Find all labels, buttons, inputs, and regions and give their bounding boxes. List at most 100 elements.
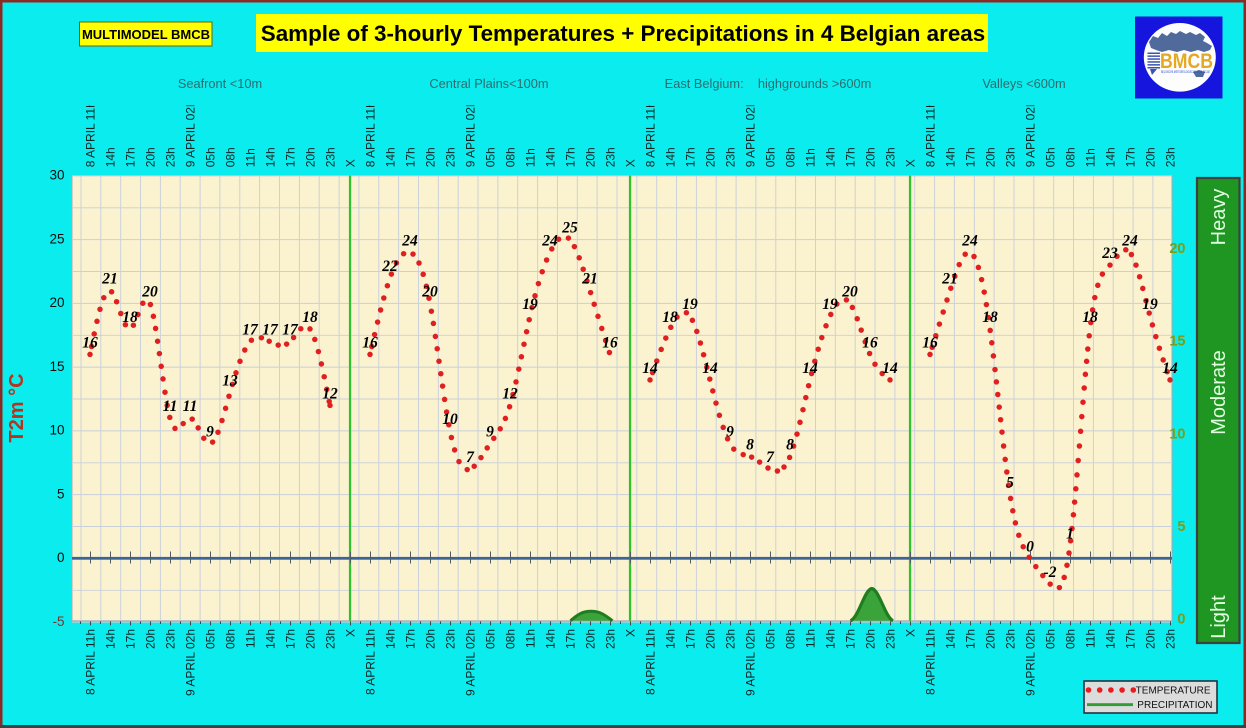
svg-text:20h: 20h <box>143 629 157 649</box>
svg-text:23h: 23h <box>163 629 177 649</box>
svg-text:0: 0 <box>57 550 65 565</box>
svg-text:21: 21 <box>941 271 958 288</box>
svg-text:20h: 20h <box>1143 147 1157 167</box>
svg-text:14h: 14h <box>823 629 837 649</box>
svg-text:Central Plains<100m: Central Plains<100m <box>429 76 548 91</box>
svg-text:14h: 14h <box>383 629 397 649</box>
svg-text:23h: 23h <box>163 147 177 167</box>
svg-text:X: X <box>623 629 637 637</box>
svg-text:14: 14 <box>802 360 818 377</box>
svg-text:23h: 23h <box>1003 147 1017 167</box>
svg-text:05h: 05h <box>1043 147 1057 167</box>
svg-text:8 APRIL 11h: 8 APRIL 11h <box>83 629 97 695</box>
svg-text:05h: 05h <box>763 147 777 167</box>
svg-text:20: 20 <box>841 283 858 300</box>
svg-text:11h: 11h <box>1083 629 1097 648</box>
svg-text:15: 15 <box>49 359 64 374</box>
svg-text:17h: 17h <box>123 147 137 167</box>
svg-text:14h: 14h <box>943 147 957 167</box>
svg-text:18: 18 <box>982 309 998 326</box>
svg-text:X: X <box>343 159 357 167</box>
svg-text:17h: 17h <box>403 629 417 649</box>
svg-text:25: 25 <box>49 231 64 246</box>
svg-text:24: 24 <box>1121 232 1138 249</box>
svg-text:Seafront <10m: Seafront <10m <box>178 76 262 91</box>
svg-text:08h: 08h <box>503 147 517 167</box>
svg-text:MULTIMODEL BMCB: MULTIMODEL BMCB <box>82 27 210 42</box>
svg-text:25: 25 <box>561 220 578 237</box>
svg-text:23h: 23h <box>323 629 337 649</box>
svg-text:11h: 11h <box>803 629 817 648</box>
svg-text:14h: 14h <box>383 147 397 167</box>
svg-text:08h: 08h <box>223 629 237 649</box>
svg-text:17h: 17h <box>283 629 297 649</box>
svg-text:05h: 05h <box>1043 629 1057 649</box>
svg-text:20h: 20h <box>983 629 997 649</box>
svg-text:18: 18 <box>302 309 318 326</box>
svg-text:11h: 11h <box>523 629 537 648</box>
svg-text:PRECIPITATION: PRECIPITATION <box>1137 700 1212 711</box>
svg-text:9: 9 <box>206 424 214 441</box>
svg-text:5: 5 <box>1006 475 1014 492</box>
svg-text:16: 16 <box>922 334 938 351</box>
svg-text:X: X <box>343 629 357 637</box>
svg-text:1: 1 <box>1066 526 1074 543</box>
svg-text:17h: 17h <box>843 147 857 167</box>
svg-text:11h: 11h <box>1083 148 1097 167</box>
svg-text:17h: 17h <box>283 147 297 167</box>
svg-text:18: 18 <box>662 309 678 326</box>
svg-text:20h: 20h <box>983 147 997 167</box>
svg-text:16: 16 <box>862 334 878 351</box>
svg-text:20h: 20h <box>863 147 877 167</box>
svg-text:17h: 17h <box>963 147 977 167</box>
svg-text:18: 18 <box>1082 309 1098 326</box>
svg-text:14h: 14h <box>943 629 957 649</box>
svg-text:24: 24 <box>401 232 418 249</box>
svg-text:10: 10 <box>442 411 458 428</box>
svg-text:23h: 23h <box>723 147 737 167</box>
svg-text:05h: 05h <box>763 629 777 649</box>
svg-text:23h: 23h <box>443 629 457 649</box>
svg-text:20h: 20h <box>303 629 317 649</box>
svg-text:17h: 17h <box>403 147 417 167</box>
svg-text:0: 0 <box>1026 538 1034 555</box>
svg-text:20: 20 <box>49 295 64 310</box>
svg-text:11h: 11h <box>803 148 817 167</box>
svg-text:14h: 14h <box>543 629 557 649</box>
svg-text:20h: 20h <box>583 629 597 649</box>
svg-text:16: 16 <box>82 334 98 351</box>
svg-text:23h: 23h <box>323 147 337 167</box>
svg-text:20: 20 <box>421 283 438 300</box>
svg-text:17h: 17h <box>683 147 697 167</box>
svg-text:08h: 08h <box>1063 147 1077 167</box>
svg-text:11h: 11h <box>523 148 537 167</box>
svg-text:BMCB: BMCB <box>1160 49 1213 73</box>
svg-text:Light: Light <box>1208 595 1230 639</box>
svg-text:08h: 08h <box>783 629 797 649</box>
svg-text:10: 10 <box>1169 426 1185 442</box>
svg-text:08h: 08h <box>503 629 517 649</box>
svg-text:14h: 14h <box>103 147 117 167</box>
svg-text:17h: 17h <box>123 629 137 649</box>
svg-text:19: 19 <box>1142 296 1158 313</box>
svg-text:Moderate: Moderate <box>1208 350 1230 435</box>
svg-text:14h: 14h <box>663 629 677 649</box>
svg-text:17: 17 <box>282 322 299 339</box>
svg-text:17h: 17h <box>963 629 977 649</box>
svg-text:18: 18 <box>122 309 138 326</box>
svg-text:05h: 05h <box>203 147 217 167</box>
svg-text:19: 19 <box>682 296 698 313</box>
svg-text:20h: 20h <box>1143 629 1157 649</box>
svg-text:17h: 17h <box>563 147 577 167</box>
svg-text:X: X <box>623 159 637 167</box>
svg-text:21: 21 <box>581 271 598 288</box>
svg-text:14: 14 <box>882 360 898 377</box>
svg-text:Valleys <600m: Valleys <600m <box>982 76 1065 91</box>
svg-text:17: 17 <box>262 322 279 339</box>
svg-text:12: 12 <box>502 385 518 402</box>
svg-text:9 APRIL 02h: 9 APRIL 02h <box>463 629 477 696</box>
svg-text:20h: 20h <box>703 147 717 167</box>
svg-text:9: 9 <box>726 424 734 441</box>
svg-text:X: X <box>903 159 917 167</box>
svg-text:14: 14 <box>642 360 658 377</box>
